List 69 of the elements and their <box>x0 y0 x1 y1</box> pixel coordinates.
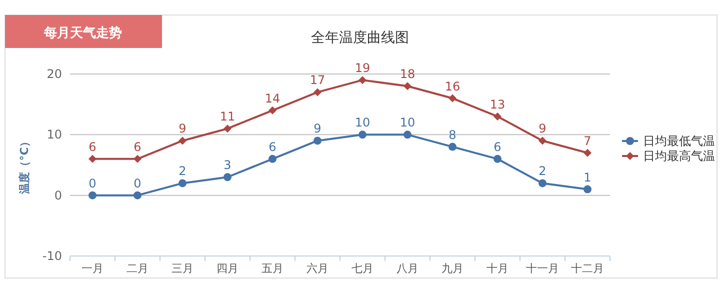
legend-label: 日均最低气温 <box>643 134 715 148</box>
y-tick-label: -10 <box>42 249 62 263</box>
data-label: 3 <box>224 158 232 172</box>
data-label: 0 <box>88 176 96 190</box>
point <box>224 124 232 133</box>
x-tick-label: 六月 <box>306 262 328 275</box>
point <box>358 76 366 84</box>
point <box>448 94 456 102</box>
point <box>134 154 142 163</box>
data-label: 16 <box>444 79 460 94</box>
point <box>448 142 456 151</box>
point <box>178 136 186 145</box>
point <box>584 185 592 194</box>
x-tick-label: 十二月 <box>571 262 604 275</box>
x-tick-label: 四月 <box>216 262 238 275</box>
data-label: 6 <box>268 140 276 154</box>
data-label: 11 <box>220 110 236 124</box>
x-tick-label: 十一月 <box>526 262 559 275</box>
legend-label: 日均最高气温 <box>643 149 715 163</box>
data-label: 6 <box>88 140 96 154</box>
data-label: 19 <box>354 61 370 76</box>
point <box>268 106 276 114</box>
y-tick-label: 10 <box>46 128 62 142</box>
data-label: 1 <box>584 170 592 184</box>
y-axis-title: 温度（°C） <box>18 136 31 195</box>
x-tick-label: 七月 <box>352 262 374 275</box>
point <box>314 136 322 145</box>
data-label: 17 <box>310 73 326 88</box>
data-label: 2 <box>538 164 546 178</box>
data-label: 6 <box>494 140 502 154</box>
y-tick-label: 20 <box>46 67 62 81</box>
data-label: 10 <box>354 116 370 130</box>
y-tick-label: 0 <box>54 188 62 202</box>
text: 每月天气走势 <box>43 25 122 41</box>
data-label: 9 <box>538 122 546 136</box>
data-label: 0 <box>134 176 142 190</box>
point <box>494 112 502 120</box>
data-label: 7 <box>584 134 592 148</box>
x-tick-label: 三月 <box>172 262 194 275</box>
data-label: 10 <box>400 116 416 130</box>
point <box>224 173 232 182</box>
data-label: 9 <box>178 122 186 136</box>
x-tick-label: 九月 <box>442 262 464 275</box>
point <box>404 130 412 139</box>
x-tick-label: 十月 <box>486 262 508 275</box>
data-label: 9 <box>314 122 322 136</box>
point <box>538 179 546 188</box>
point <box>314 88 322 96</box>
x-tick-label: 八月 <box>396 262 418 275</box>
point <box>134 191 142 200</box>
point <box>538 136 546 145</box>
data-label: 8 <box>448 128 456 142</box>
data-label: 13 <box>490 97 506 112</box>
point <box>178 179 186 188</box>
x-tick-label: 二月 <box>126 262 148 275</box>
point <box>268 154 276 163</box>
point <box>88 191 96 200</box>
data-label: 2 <box>178 164 186 178</box>
chart-title: 全年温度曲线图 <box>311 30 409 46</box>
point <box>584 148 592 157</box>
data-label: 18 <box>400 67 416 82</box>
data-label: 14 <box>264 91 280 106</box>
x-tick-label: 一月 <box>82 262 104 275</box>
point <box>88 154 96 163</box>
point <box>358 130 366 139</box>
x-tick-label: 五月 <box>262 262 284 275</box>
data-label: 6 <box>134 140 142 154</box>
point <box>494 154 502 163</box>
point <box>404 82 412 90</box>
